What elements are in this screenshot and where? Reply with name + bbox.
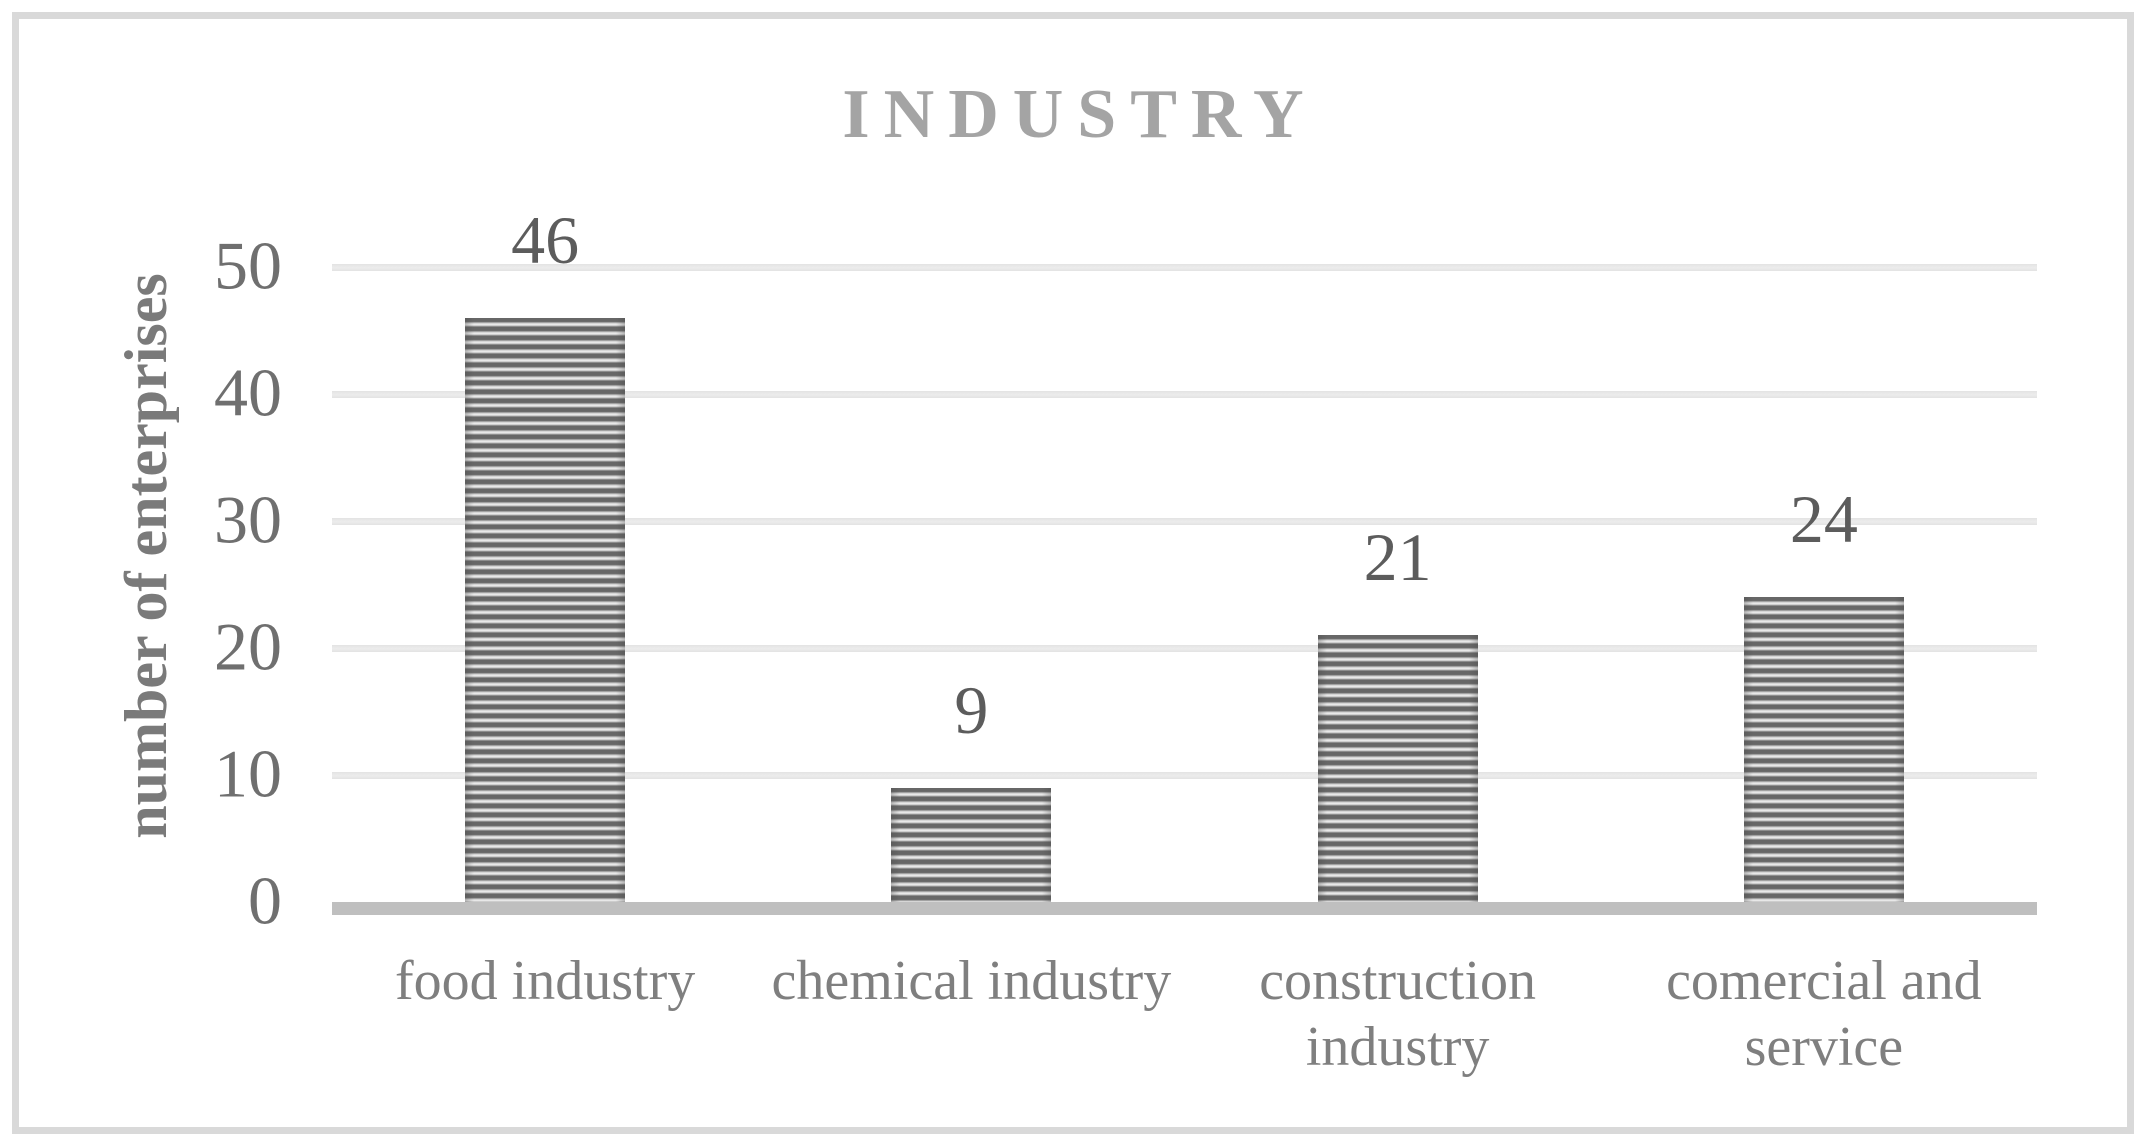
data-label-21: 21 <box>1363 519 1432 596</box>
bar-comercial-and-service <box>1743 597 1904 902</box>
bar-construction-industry <box>1317 635 1478 902</box>
gridline-y-20 <box>332 644 2037 652</box>
y-tick-label-0: 0 <box>248 862 282 939</box>
x-category-label: construction industry <box>1259 950 1537 1078</box>
data-label-9: 9 <box>954 671 989 748</box>
chart-title: INDUSTRY <box>842 76 1318 153</box>
y-tick-label-30: 30 <box>214 481 282 558</box>
x-category-label: chemical industry <box>771 950 1172 1012</box>
y-tick-label-20: 20 <box>214 608 282 685</box>
y-tick-label-40: 40 <box>214 354 282 431</box>
bar-chemical-industry <box>891 787 1052 902</box>
x-category-label: food industry <box>395 950 696 1012</box>
gridline-y-50 <box>332 263 2037 271</box>
gridline-y-10 <box>332 771 2037 779</box>
data-label-24: 24 <box>1789 481 1858 558</box>
data-label-46: 46 <box>511 201 580 278</box>
y-tick-label-10: 10 <box>214 735 282 812</box>
x-category-label: comercial and service <box>1666 950 1982 1078</box>
gridline-y-30 <box>332 517 2037 525</box>
y-tick-label-50: 50 <box>214 227 282 304</box>
x-axis-line <box>332 902 2037 915</box>
bar-food-industry <box>465 317 626 902</box>
gridline-y-40 <box>332 390 2037 398</box>
